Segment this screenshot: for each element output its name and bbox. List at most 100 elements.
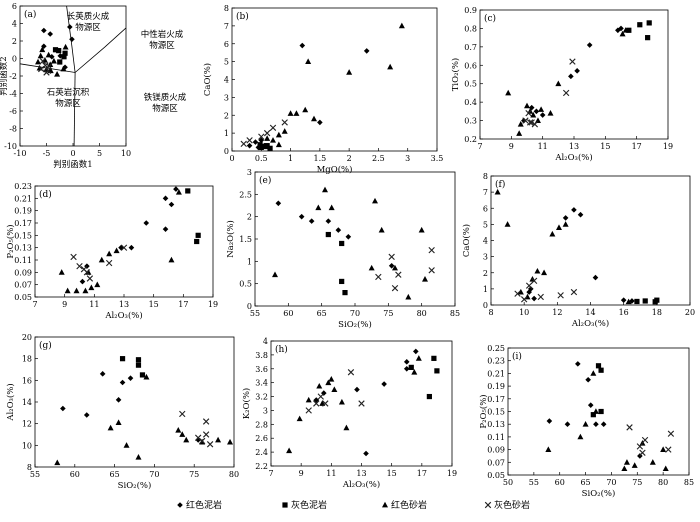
discriminant-boundary: [73, 72, 76, 147]
data-point-triangle: [649, 459, 656, 465]
data-point-triangle: [538, 106, 545, 112]
x-tick-label: 70: [606, 478, 616, 487]
cross-stroke: [667, 430, 675, 437]
data-point-triangle: [622, 27, 629, 33]
data-point-triangle: [85, 269, 92, 275]
y-tick-label: 0.19: [487, 382, 505, 391]
cross-stroke: [484, 501, 492, 509]
data-point-cross: [322, 400, 329, 407]
data-point-triangle: [316, 382, 323, 389]
panel-label: (c): [484, 13, 496, 24]
data-point-square: [258, 144, 264, 151]
data-point-triangle: [135, 454, 142, 460]
data-point-diamond: [127, 375, 134, 381]
y-axis-label: CaO(%): [461, 224, 472, 257]
data-point-triangle: [115, 419, 122, 425]
data-point-diamond: [586, 42, 593, 48]
data-point-diamond: [354, 386, 360, 393]
data-point-cross: [70, 253, 77, 261]
data-point-triangle: [270, 137, 276, 143]
legend-marker-diamond: [177, 502, 183, 508]
data-point-square: [626, 27, 632, 33]
legend-label: 灰色泥岩: [291, 499, 327, 511]
x-tick-label: 12: [552, 308, 562, 317]
data-point-cross: [526, 119, 534, 126]
x-tick-label: 9: [509, 142, 514, 151]
data-point-triangle: [143, 373, 150, 380]
x-tick-label: 70: [149, 470, 159, 479]
data-point-square: [257, 142, 263, 148]
data-point-square: [408, 364, 414, 370]
x-axis-label: Al₂O₃(%): [342, 479, 380, 490]
data-point-cross: [198, 437, 206, 445]
data-point-diamond: [313, 397, 320, 403]
data-point-diamond: [577, 211, 584, 218]
cross-stroke: [120, 244, 128, 251]
chart-panel-i: 50 55 60 65 70 75 80 85 0.05 0.07 0.09 0.11 0.13 0.15…: [478, 344, 694, 499]
cross-stroke: [198, 437, 206, 445]
panel-label: (a): [24, 9, 36, 20]
data-point-cross: [202, 418, 210, 425]
cross-stroke: [80, 266, 88, 273]
data-point-cross: [240, 140, 247, 148]
data-point-cross: [83, 269, 91, 276]
x-tick-label: 80: [417, 309, 427, 318]
data-point-triangle: [516, 130, 523, 136]
cross-stroke: [537, 293, 544, 301]
y-tick-label: 0.7: [464, 43, 477, 52]
data-point-square: [56, 48, 62, 54]
data-point-diamond: [60, 405, 66, 412]
x-tick-label: 3: [405, 154, 410, 163]
data-point-triangle: [60, 65, 67, 72]
y-tick-label: 0: [247, 302, 252, 311]
x-tick-label: 80: [229, 470, 239, 479]
x-axis-label: SiO₂(%): [118, 480, 152, 491]
x-tick-label: -5: [43, 149, 51, 158]
y-tick-label: 2.5: [239, 190, 252, 199]
data-point-diamond: [69, 36, 75, 43]
x-tick-label: 50: [503, 478, 513, 487]
data-point-cross: [281, 119, 288, 126]
cross-stroke: [86, 275, 94, 282]
y-tick-label: 3: [263, 406, 268, 415]
data-point-triangle: [264, 135, 271, 141]
legend-label: 红色砂岩: [391, 499, 427, 511]
data-point-triangle: [577, 433, 584, 440]
y-axis-label: CaO(%): [202, 63, 213, 96]
x-tick-label: 17: [417, 469, 427, 478]
data-point-square: [195, 232, 201, 238]
data-point-square: [426, 393, 432, 400]
data-point-cross: [375, 273, 382, 281]
y-tick-label: 0.15: [14, 231, 32, 240]
data-point-triangle: [106, 250, 113, 257]
data-point-square: [135, 357, 142, 363]
x-tick-label: 7: [477, 142, 482, 151]
x-tick-label: 18: [652, 308, 662, 317]
x-tick-label: 15: [387, 469, 397, 478]
legend-marker-cross: [484, 501, 492, 509]
y-tick-label: -4: [9, 90, 17, 99]
y-axis-label: K₂O(%): [241, 388, 252, 419]
data-point-triangle: [296, 415, 303, 422]
y-tick-label: 2.4: [255, 448, 268, 457]
x-tick-label: 13: [356, 469, 366, 478]
data-point-triangle: [405, 293, 412, 300]
data-point-triangle: [418, 226, 425, 233]
cross-stroke: [202, 418, 210, 425]
data-point-diamond: [528, 286, 534, 292]
data-point-cross: [665, 446, 672, 453]
data-point-triangle: [346, 69, 353, 75]
x-tick-label: 65: [110, 470, 120, 479]
data-point-triangle: [293, 110, 300, 116]
y-tick-label: 20: [22, 333, 32, 342]
y-tick-label: 0.3: [464, 117, 477, 126]
cross-stroke: [639, 449, 646, 456]
data-point-diamond: [637, 453, 643, 459]
y-tick-label: 0.21: [14, 194, 32, 203]
x-tick-label: 10: [519, 308, 529, 317]
data-point-cross: [86, 275, 94, 282]
data-point-cross: [206, 441, 214, 448]
data-point-square: [339, 240, 345, 247]
data-point-cross: [120, 244, 128, 251]
x-tick-label: 1: [288, 154, 293, 163]
